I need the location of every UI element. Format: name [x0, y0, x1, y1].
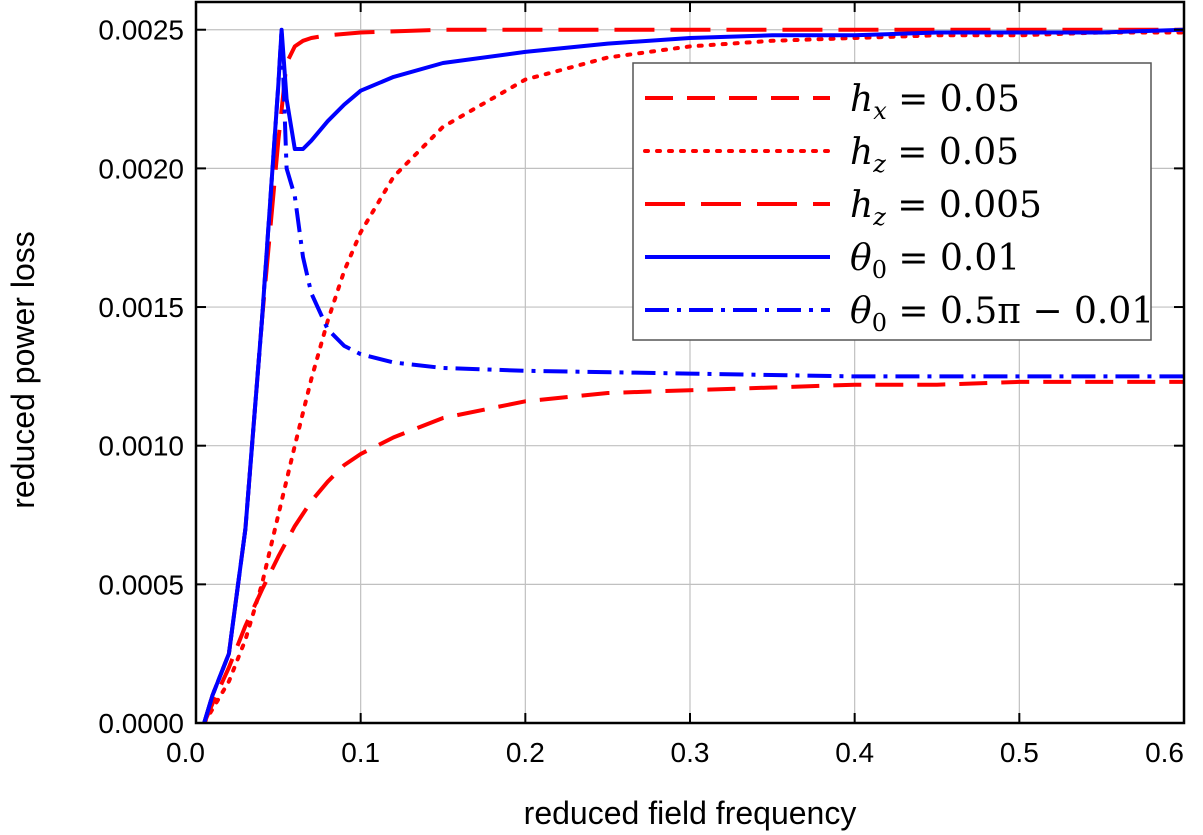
legend-entry: θ0 = 0.01 [645, 238, 1020, 284]
x-tick-label: 0.4 [835, 737, 874, 768]
x-tick-label: 0.3 [671, 737, 710, 768]
legend-entry: θ0 = 0.5π − 0.01 [645, 291, 1154, 337]
series-line-1 [202, 379, 1184, 723]
ticks: 0.0 0.1 0.2 0.3 0.4 0.5 0.6 0.0000 0.0005 0.0010 0… [98, 2, 1185, 768]
y-tick-label: 0.0005 [98, 569, 184, 600]
y-tick-label: 0.0000 [98, 708, 184, 739]
legend-entry: hz = 0.05 [643, 132, 1019, 178]
x-tick-label: 0.0 [166, 737, 205, 768]
legend-label: θ0 = 0.5π − 0.01 [850, 291, 1154, 337]
legend-label: hx = 0.05 [850, 79, 1020, 125]
y-tick-label: 0.0010 [98, 431, 184, 462]
series-line-2 [202, 30, 1184, 723]
x-axis-label: reduced field frequency [524, 795, 857, 831]
series-layer [202, 27, 1184, 723]
x-tick-label: 0.6 [1145, 737, 1184, 768]
x-tick-label: 0.5 [1000, 737, 1039, 768]
legend-label: θ0 = 0.01 [850, 238, 1020, 284]
legend: hx = 0.05 hz = 0.05 hz = 0.005 θ0 = 0.01 θ0 … [632, 62, 1154, 341]
y-tick-label: 0.0015 [98, 292, 184, 323]
legend-box [632, 62, 1152, 341]
legend-label: hz = 0.05 [850, 132, 1019, 178]
y-axis-label: reduced power loss [5, 231, 41, 508]
x-tick-label: 0.2 [506, 737, 545, 768]
series-line-5 [202, 27, 1184, 723]
legend-entry: hz = 0.005 [645, 185, 1042, 231]
x-tick-label: 0.1 [341, 737, 380, 768]
plot-frame [194, 0, 1186, 725]
y-tick-label: 0.0020 [98, 153, 184, 184]
legend-label: hz = 0.005 [850, 185, 1042, 231]
legend-entry: hx = 0.05 [645, 79, 1020, 125]
y-tick-label: 0.0025 [98, 15, 184, 46]
